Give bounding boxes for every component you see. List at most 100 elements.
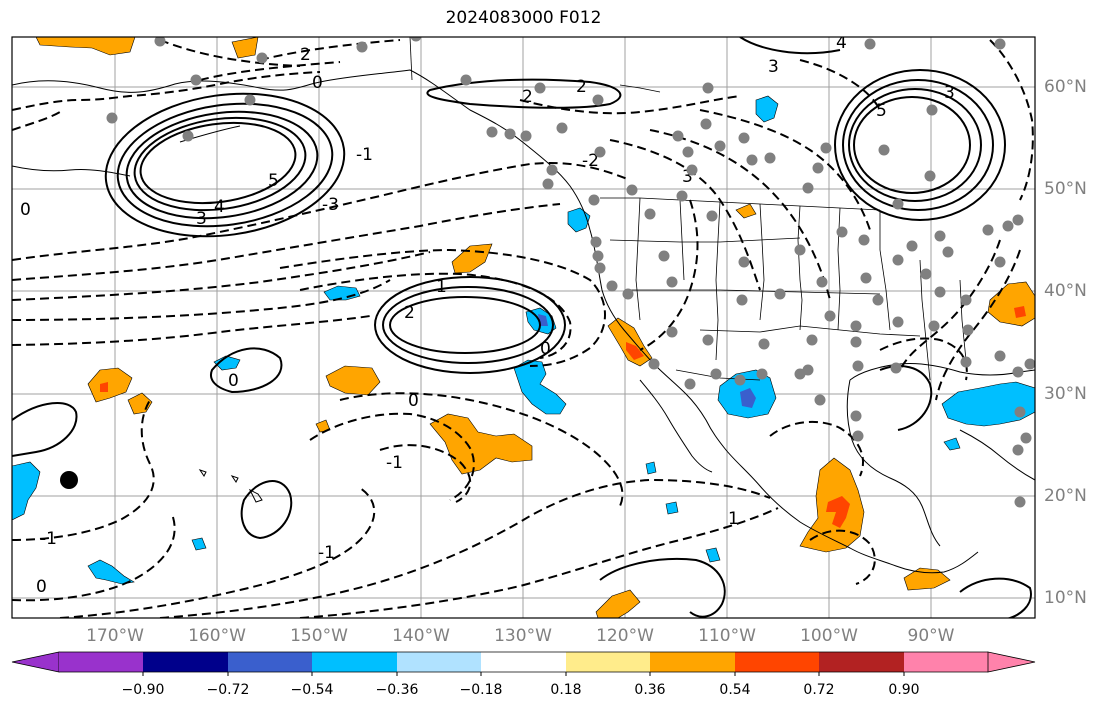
- station-marker: [960, 294, 972, 306]
- station-marker: [758, 338, 770, 350]
- contour-label: 0: [20, 200, 31, 220]
- station-marker: [666, 276, 678, 288]
- colorbar-swatch: [650, 652, 735, 672]
- contour-label: 2: [522, 87, 533, 107]
- station-marker: [892, 198, 904, 210]
- anomaly-fills: [12, 37, 1035, 618]
- station-marker: [626, 184, 638, 196]
- contour-label: 5: [268, 171, 279, 191]
- positive-anomaly-fill: [595, 589, 641, 618]
- station-marker: [520, 130, 532, 142]
- contour-label: 0: [408, 391, 419, 411]
- station-marker: [890, 362, 902, 374]
- station-marker: [460, 74, 472, 86]
- contour-label: 0: [540, 339, 551, 359]
- station-marker: [924, 170, 936, 182]
- station-marker: [710, 368, 722, 380]
- colorbar-extend-high: [987, 651, 1036, 673]
- station-marker: [1012, 444, 1024, 456]
- station-marker: [702, 334, 714, 346]
- positive-anomaly-fill: [903, 567, 951, 591]
- station-marker: [672, 130, 684, 142]
- positive-contours: [12, 37, 1032, 618]
- colorbar-swatch: [735, 652, 819, 672]
- station-marker: [356, 41, 368, 53]
- contour-label: 4: [836, 33, 847, 53]
- contour-label: 3: [768, 57, 779, 77]
- colorbar-swatch: [819, 652, 904, 672]
- map-title: 2024083000 F012: [445, 8, 602, 28]
- station-marker: [994, 350, 1006, 362]
- station-marker: [942, 246, 954, 258]
- contour-label: 2: [404, 303, 415, 323]
- station-marker: [802, 364, 814, 376]
- colorbar-extend-low: [11, 651, 60, 673]
- station-marker: [622, 288, 634, 300]
- longitude-label: 140°W: [392, 626, 450, 646]
- positive-anomaly-fill: [735, 203, 757, 219]
- negative-anomaly-fill: [513, 359, 567, 415]
- station-marker: [814, 394, 826, 406]
- negative-contours: [12, 39, 1034, 618]
- station-marker: [852, 360, 864, 372]
- station-marker: [852, 430, 864, 442]
- station-marker: [906, 240, 918, 252]
- station-marker: [542, 178, 554, 190]
- positive-anomaly-fill: [231, 37, 259, 59]
- station-marker: [926, 104, 938, 116]
- longitude-label: 110°W: [698, 626, 756, 646]
- negative-anomaly-fill: [943, 437, 961, 451]
- station-marker: [920, 268, 932, 280]
- station-marker: [106, 112, 118, 124]
- station-marker: [190, 74, 202, 86]
- station-marker: [590, 236, 602, 248]
- longitude-label: 90°W: [907, 626, 955, 646]
- station-marker: [858, 234, 870, 246]
- station-marker: [836, 226, 848, 238]
- contour-label: 4: [214, 197, 225, 217]
- negative-anomaly-fill: [645, 461, 657, 475]
- station-marker: [824, 310, 836, 322]
- station-marker: [872, 294, 884, 306]
- station-marker: [1012, 366, 1024, 378]
- station-marker: [658, 250, 670, 262]
- station-marker: [682, 146, 694, 158]
- contour-label: 3: [196, 209, 207, 229]
- station-marker: [734, 374, 746, 386]
- station-marker: [1020, 432, 1032, 444]
- station-marker: [982, 224, 994, 236]
- contour-label: 2: [576, 77, 587, 97]
- colorbar-swatch: [312, 652, 397, 672]
- station-marker: [504, 128, 516, 140]
- longitude-label: 160°W: [188, 626, 246, 646]
- contour-label: -3: [322, 195, 339, 215]
- station-marker: [686, 164, 698, 176]
- negative-anomaly-fill: [213, 355, 241, 371]
- contour-label: 0: [36, 577, 47, 597]
- strong-positive-fill: [1014, 306, 1026, 318]
- contour-label: 3: [682, 167, 693, 187]
- station-marker: [892, 254, 904, 266]
- station-marker: [850, 320, 862, 332]
- longitude-label: 130°W: [494, 626, 552, 646]
- strong-positive-fill: [626, 342, 644, 360]
- station-marker: [546, 164, 558, 176]
- station-marker: [1012, 214, 1024, 226]
- colorbar-swatch: [566, 652, 650, 672]
- colorbar-tick-label: 0.90: [888, 682, 920, 698]
- station-marker: [820, 142, 832, 154]
- station-marker: [700, 118, 712, 130]
- contour-label: -1: [40, 529, 57, 549]
- longitude-label: 100°W: [800, 626, 858, 646]
- station-marker: [806, 334, 818, 346]
- station-marker: [714, 140, 726, 152]
- station-marker: [850, 336, 862, 348]
- station-marker: [1014, 496, 1026, 508]
- state-borders: [409, 37, 967, 381]
- station-marker: [774, 288, 786, 300]
- negative-anomaly-fill: [191, 537, 207, 551]
- colorbar-tick-label: 0.72: [803, 682, 835, 698]
- strong-positive-fill: [100, 382, 108, 392]
- colorbar-tick-label: −0.54: [290, 682, 334, 698]
- station-marker: [486, 126, 498, 138]
